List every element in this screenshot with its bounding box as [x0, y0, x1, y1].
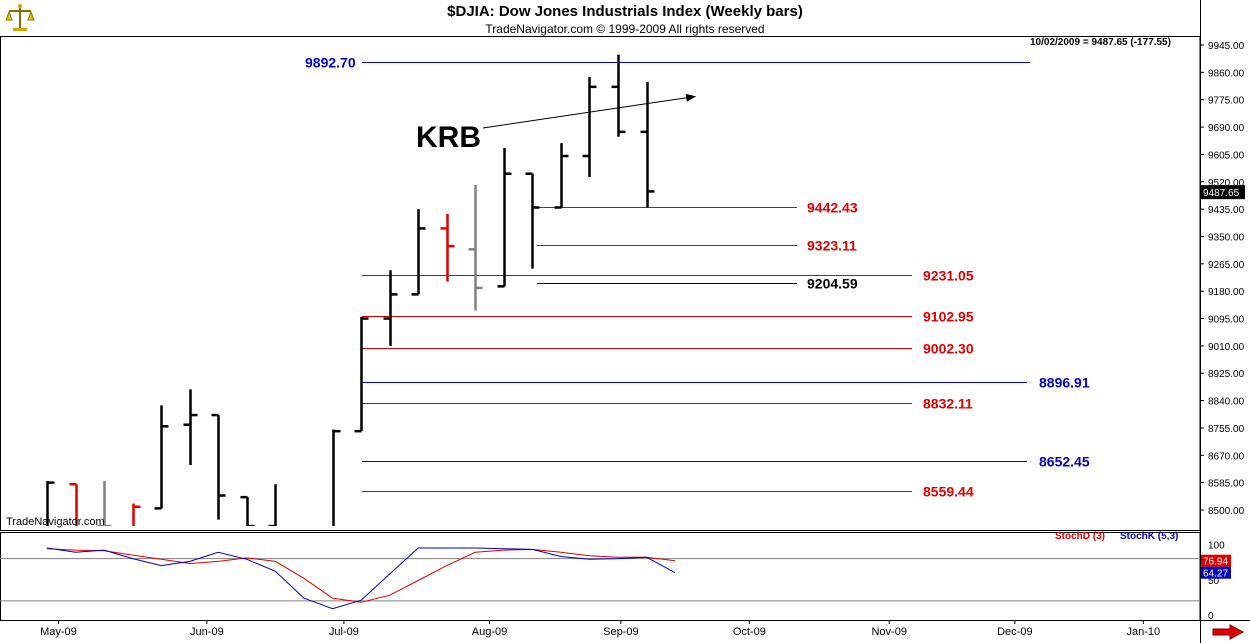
time-label: Nov-09 — [871, 626, 906, 638]
watermark: TradeNavigator.com — [6, 516, 105, 528]
ohlc-bar — [183, 389, 198, 465]
stoch-last-d-bg — [1201, 554, 1231, 567]
time-label: Jun-09 — [190, 626, 224, 638]
ohlc-bar — [383, 270, 398, 346]
price-tick-label: 8500.00 — [1208, 506, 1245, 517]
time-label: Sep-09 — [603, 626, 638, 638]
chart-title: $DJIA: Dow Jones Industrials Index (Week… — [447, 3, 803, 20]
ohlc-bar — [240, 495, 255, 526]
stoch-tick-label: 100 — [1208, 541, 1225, 552]
last-price-bg — [1201, 185, 1245, 200]
price-levels: 9892.70 9442.43 9323.11 9231.05 9204.59 9102.… — [305, 55, 1090, 500]
chart-subtitle: TradeNavigator.com © 1999-2009 All right… — [485, 22, 765, 36]
price-tick-label: 8585.00 — [1208, 479, 1245, 490]
level-label: 8559.44 — [923, 484, 974, 500]
last-price-label: 9487.65 — [1203, 188, 1240, 199]
ohlc-bar — [611, 54, 626, 137]
time-label: Oct-09 — [733, 626, 766, 638]
time-axis: May-09 Jun-09 Jul-09 Aug-09 Sep-09 Oct-09 Nov-… — [40, 620, 1160, 638]
ohlc-bar — [497, 147, 512, 288]
price-tick-label: 9860.00 — [1208, 68, 1245, 79]
stochd-legend: StochD (3) — [1055, 531, 1105, 542]
level-label: 9102.95 — [923, 309, 974, 325]
ohlc-bar — [69, 483, 78, 526]
ohlc-bar — [154, 405, 169, 510]
stochk-line — [46, 547, 676, 610]
price-tick-label: 9520.00 — [1208, 178, 1245, 189]
ohlc-bar — [411, 209, 426, 296]
stochd-line — [46, 548, 676, 603]
price-tick-label: 9945.00 — [1208, 41, 1245, 52]
stoch-pane-frame — [0, 532, 1201, 621]
price-tick-label: 9350.00 — [1208, 232, 1245, 243]
stoch-last-k-bg — [1201, 566, 1231, 579]
ohlc-bar — [132, 503, 141, 526]
ohlc-bars — [46, 54, 655, 526]
time-label: Jul-09 — [329, 626, 359, 638]
krb-arrow — [482, 93, 697, 129]
ohlc-bar — [97, 481, 112, 526]
time-label: Dec-09 — [997, 626, 1032, 638]
time-label: Aug-09 — [472, 626, 507, 638]
ohlc-bar — [46, 481, 55, 526]
price-tick-label: 9435.00 — [1208, 205, 1245, 216]
krb-label: KRB — [416, 121, 481, 154]
level-label: 8652.45 — [1039, 454, 1090, 470]
level-label: 9442.43 — [807, 200, 858, 216]
price-tick-label: 8925.00 — [1208, 369, 1245, 380]
price-tick-label: 9265.00 — [1208, 260, 1245, 271]
scales-icon[interactable] — [4, 2, 36, 34]
last-bar-readout: 10/02/2009 = 9487.65 (-177.55) — [1030, 37, 1171, 48]
ohlc-bar — [525, 172, 540, 269]
level-label: 8832.11 — [923, 396, 973, 412]
price-tick-label: 9775.00 — [1208, 96, 1245, 107]
ohlc-bar — [554, 143, 569, 209]
level-label: 9002.30 — [923, 341, 974, 357]
stoch-last-d-label: 76.94 — [1203, 557, 1228, 568]
ohlc-bar — [468, 184, 483, 311]
price-tick-label: 9605.00 — [1208, 150, 1245, 161]
stochk-legend: StochK (5,3) — [1120, 531, 1179, 542]
price-axis: 9945.00 9860.00 9775.00 9690.00 9605.00 9520.… — [1200, 41, 1245, 517]
price-tick-label: 9690.00 — [1208, 123, 1245, 134]
ohlc-bar — [440, 213, 455, 282]
price-tick-label: 8670.00 — [1208, 451, 1245, 462]
ohlc-bar — [582, 77, 597, 177]
last-price-tag: 9487.65 — [1201, 185, 1245, 200]
ohlc-bar — [640, 82, 655, 208]
ohlc-bar — [211, 413, 226, 520]
level-label: 9204.59 — [807, 276, 858, 292]
level-label: 8896.91 — [1039, 375, 1090, 391]
price-tick-label: 9180.00 — [1208, 287, 1245, 298]
ohlc-bar — [354, 316, 369, 433]
level-label: 9892.70 — [305, 55, 356, 71]
price-tick-label: 8755.00 — [1208, 424, 1245, 435]
time-label: Jan-10 — [1126, 626, 1160, 638]
price-tick-label: 8840.00 — [1208, 397, 1245, 408]
stoch-tick-label: 0 — [1208, 611, 1214, 622]
krb-annotation: KRB — [416, 93, 697, 154]
ohlc-bar — [268, 484, 277, 526]
level-label: 9323.11 — [807, 238, 857, 254]
ohlc-bar — [332, 429, 341, 526]
stoch-tick-label: 50 — [1208, 576, 1220, 587]
right-arrow-icon[interactable] — [1212, 624, 1244, 640]
level-label: 9231.05 — [923, 268, 974, 284]
time-label: May-09 — [40, 626, 77, 638]
price-tick-label: 9095.00 — [1208, 315, 1245, 326]
price-tick-label: 9010.00 — [1208, 342, 1245, 353]
stoch-last-k-label: 64.27 — [1203, 569, 1228, 580]
